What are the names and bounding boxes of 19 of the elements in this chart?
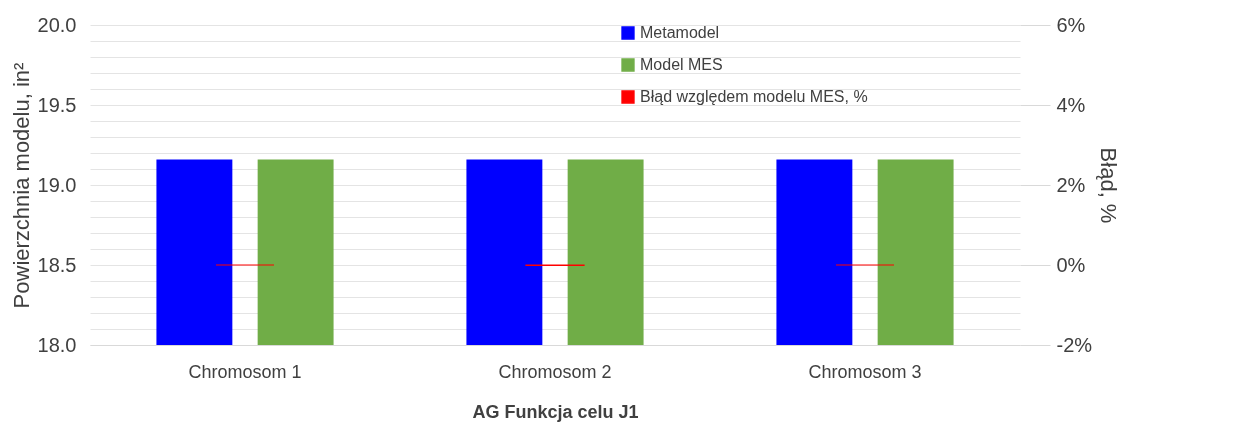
x-tick-label: Chromosom 2 [498, 361, 612, 382]
y2-tick-label: 6% [1056, 13, 1086, 36]
legend-label: Metamodel [640, 24, 720, 41]
y-tick-label: 19.0 [37, 173, 77, 196]
y-tick-label: 20.0 [37, 13, 77, 36]
y2-tick-label: 2% [1056, 173, 1086, 196]
y-tick-label: 18.5 [37, 253, 77, 276]
y-tick-label: 18.0 [37, 333, 77, 356]
y2-tick-label: 4% [1056, 93, 1086, 116]
x-tick-label: Chromosom 1 [188, 361, 302, 382]
legend-label: Błąd względem modelu MES, % [640, 88, 868, 105]
y-axis-title: Powierzchnia modelu, in² [8, 62, 34, 309]
y-tick-label: 19.5 [37, 93, 77, 116]
legend-label: Model MES [640, 56, 723, 73]
x-axis-title: AG Funkcja celu J1 [472, 401, 639, 422]
y2-axis-title: Błąd, % [1096, 147, 1122, 224]
y2-tick-label: -2% [1056, 333, 1093, 356]
y2-tick-label: 0% [1056, 253, 1086, 276]
x-tick-label: Chromosom 3 [808, 361, 922, 382]
